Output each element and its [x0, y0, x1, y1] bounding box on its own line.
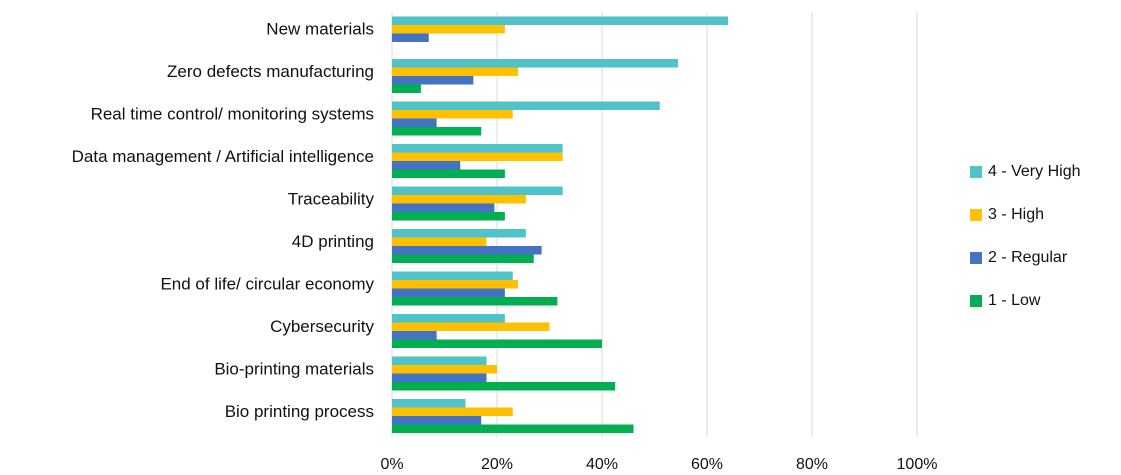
bar-3-high-6: [392, 237, 487, 246]
x-tick-label: 100%: [897, 456, 938, 473]
x-tick-label: 80%: [796, 456, 828, 473]
legend-label: 3 - High: [988, 206, 1044, 223]
category-label: End of life/ circular economy: [160, 275, 374, 294]
bar-2-regular-7: [392, 288, 505, 297]
bar-3-high-7: [392, 280, 518, 289]
bar-3-high-5: [392, 195, 526, 204]
bar-4-very-high-3: [392, 101, 660, 110]
bar-2-regular-8: [392, 331, 437, 340]
bar-4-very-high-8: [392, 314, 505, 323]
legend: 4 - Very High 3 - High 2 - Regular 1 - Low: [970, 163, 1080, 309]
x-tick-label: 60%: [691, 456, 723, 473]
x-tick-label: 0%: [380, 456, 403, 473]
bars: [392, 16, 728, 433]
category-label: Bio printing process: [225, 402, 374, 421]
x-tick-label: 40%: [586, 456, 618, 473]
legend-swatch: [970, 166, 982, 178]
category-label: Zero defects manufacturing: [167, 62, 374, 81]
bar-2-regular-1: [392, 33, 429, 42]
legend-swatch: [970, 295, 982, 307]
category-label: Real time control/ monitoring systems: [91, 105, 374, 124]
bar-1-low-6: [392, 254, 534, 263]
bar-4-very-high-10: [392, 399, 466, 408]
bar-2-regular-2: [392, 76, 474, 85]
bar-3-high-9: [392, 365, 497, 374]
bar-3-high-3: [392, 110, 513, 119]
bar-2-regular-4: [392, 161, 461, 170]
bar-1-low-2: [392, 84, 421, 93]
bar-2-regular-5: [392, 203, 495, 212]
legend-swatch: [970, 252, 982, 264]
bar-3-high-10: [392, 407, 513, 416]
bar-2-regular-6: [392, 246, 542, 255]
bar-1-low-4: [392, 169, 505, 178]
category-labels: New materials Zero defects manufacturing R…: [72, 20, 375, 422]
bar-1-low-7: [392, 297, 558, 306]
bar-4-very-high-9: [392, 356, 487, 365]
category-label: Cybersecurity: [270, 317, 374, 336]
category-label: Data management / Artificial intelligenc…: [72, 147, 374, 166]
bar-4-very-high-7: [392, 271, 513, 280]
bar-1-low-9: [392, 382, 616, 391]
category-label: New materials: [266, 20, 374, 39]
legend-swatch: [970, 209, 982, 221]
bar-2-regular-10: [392, 416, 482, 425]
bar-1-low-8: [392, 339, 602, 348]
bar-1-low-10: [392, 424, 634, 433]
bar-4-very-high-2: [392, 59, 679, 68]
bar-4-very-high-1: [392, 16, 728, 25]
x-tick-label: 20%: [481, 456, 513, 473]
bar-3-high-2: [392, 67, 518, 76]
bar-4-very-high-6: [392, 229, 526, 238]
category-label: Bio-printing materials: [214, 360, 374, 379]
bar-3-high-8: [392, 322, 550, 331]
bar-4-very-high-4: [392, 144, 563, 153]
category-label: 4D printing: [292, 232, 374, 251]
x-axis-ticks: 0% 20% 40% 60% 80% 100%: [380, 456, 937, 473]
legend-label: 2 - Regular: [988, 249, 1068, 266]
bar-2-regular-3: [392, 118, 437, 127]
bar-2-regular-9: [392, 373, 487, 382]
category-label: Traceability: [288, 190, 375, 209]
legend-label: 1 - Low: [988, 292, 1041, 309]
legend-label: 4 - Very High: [988, 163, 1080, 180]
bar-4-very-high-5: [392, 186, 563, 195]
bar-1-low-5: [392, 212, 505, 221]
bar-3-high-1: [392, 25, 505, 34]
bar-1-low-3: [392, 127, 482, 136]
bar-3-high-4: [392, 152, 563, 161]
